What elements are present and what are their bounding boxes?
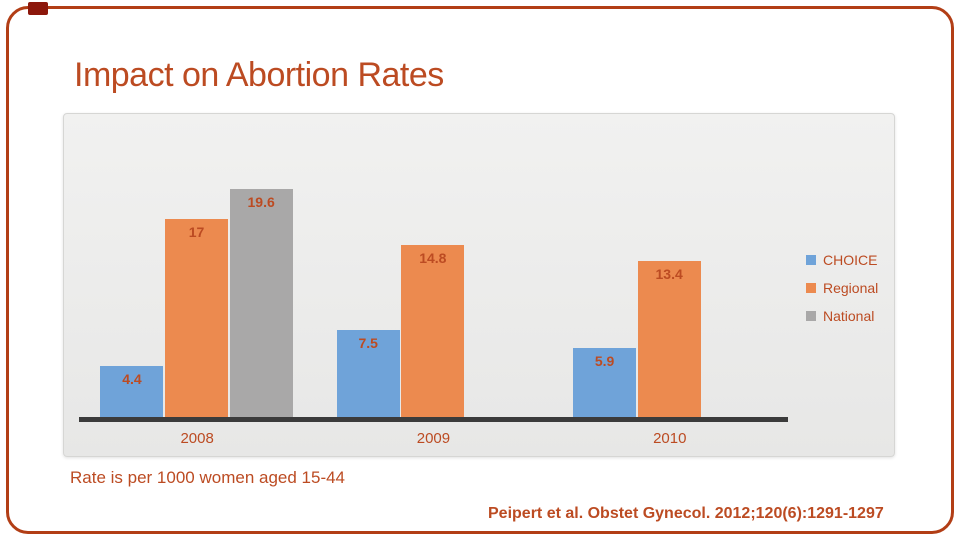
footnote-caption: Rate is per 1000 women aged 15-44: [70, 468, 346, 487]
bar-value-label: 14.8: [419, 249, 447, 266]
citation-text: Peipert et al. Obstet Gynecol. 2012;120(…: [488, 505, 884, 522]
x-axis-label-2009: 2009: [416, 430, 451, 447]
legend-label: National: [823, 308, 875, 324]
chart-legend: CHOICE Regional National: [806, 246, 878, 330]
bar-regional-2008: [165, 219, 229, 417]
legend-swatch-icon: [806, 255, 816, 265]
bar-chart: CHOICE Regional National 4.4 17 19.6 2008 7.5 1…: [63, 113, 895, 457]
x-axis-label-2008: 2008: [180, 430, 214, 447]
bar-value-label: 5.9: [594, 353, 615, 370]
bar-regional-2010: [637, 261, 701, 417]
bar-choice-2008: [100, 365, 164, 417]
slide-title: Impact on Abortion Rates: [74, 56, 444, 94]
legend-swatch-icon: [806, 283, 816, 293]
bar-value-label: 19.6: [247, 194, 275, 211]
legend-label: Regional: [823, 280, 879, 296]
x-axis-label-2010: 2010: [653, 430, 687, 447]
bar-choice-2009: [336, 329, 400, 417]
legend-item-regional: Regional: [806, 274, 878, 302]
bar-value-label: 4.4: [122, 370, 142, 387]
bar-national-2008: [229, 189, 293, 417]
bar-regional-2009: [401, 244, 465, 417]
bar-choice-2010: [573, 348, 637, 417]
legend-item-choice: CHOICE: [806, 246, 878, 274]
x-axis-line: [79, 417, 788, 422]
corner-accent-mark: [28, 2, 48, 15]
legend-item-national: National: [806, 302, 878, 330]
bar-value-label: 13.4: [655, 266, 683, 283]
bar-value-label: 17: [188, 224, 205, 241]
bar-value-label: 7.5: [358, 334, 378, 351]
legend-label: CHOICE: [823, 252, 878, 268]
legend-swatch-icon: [806, 311, 816, 321]
